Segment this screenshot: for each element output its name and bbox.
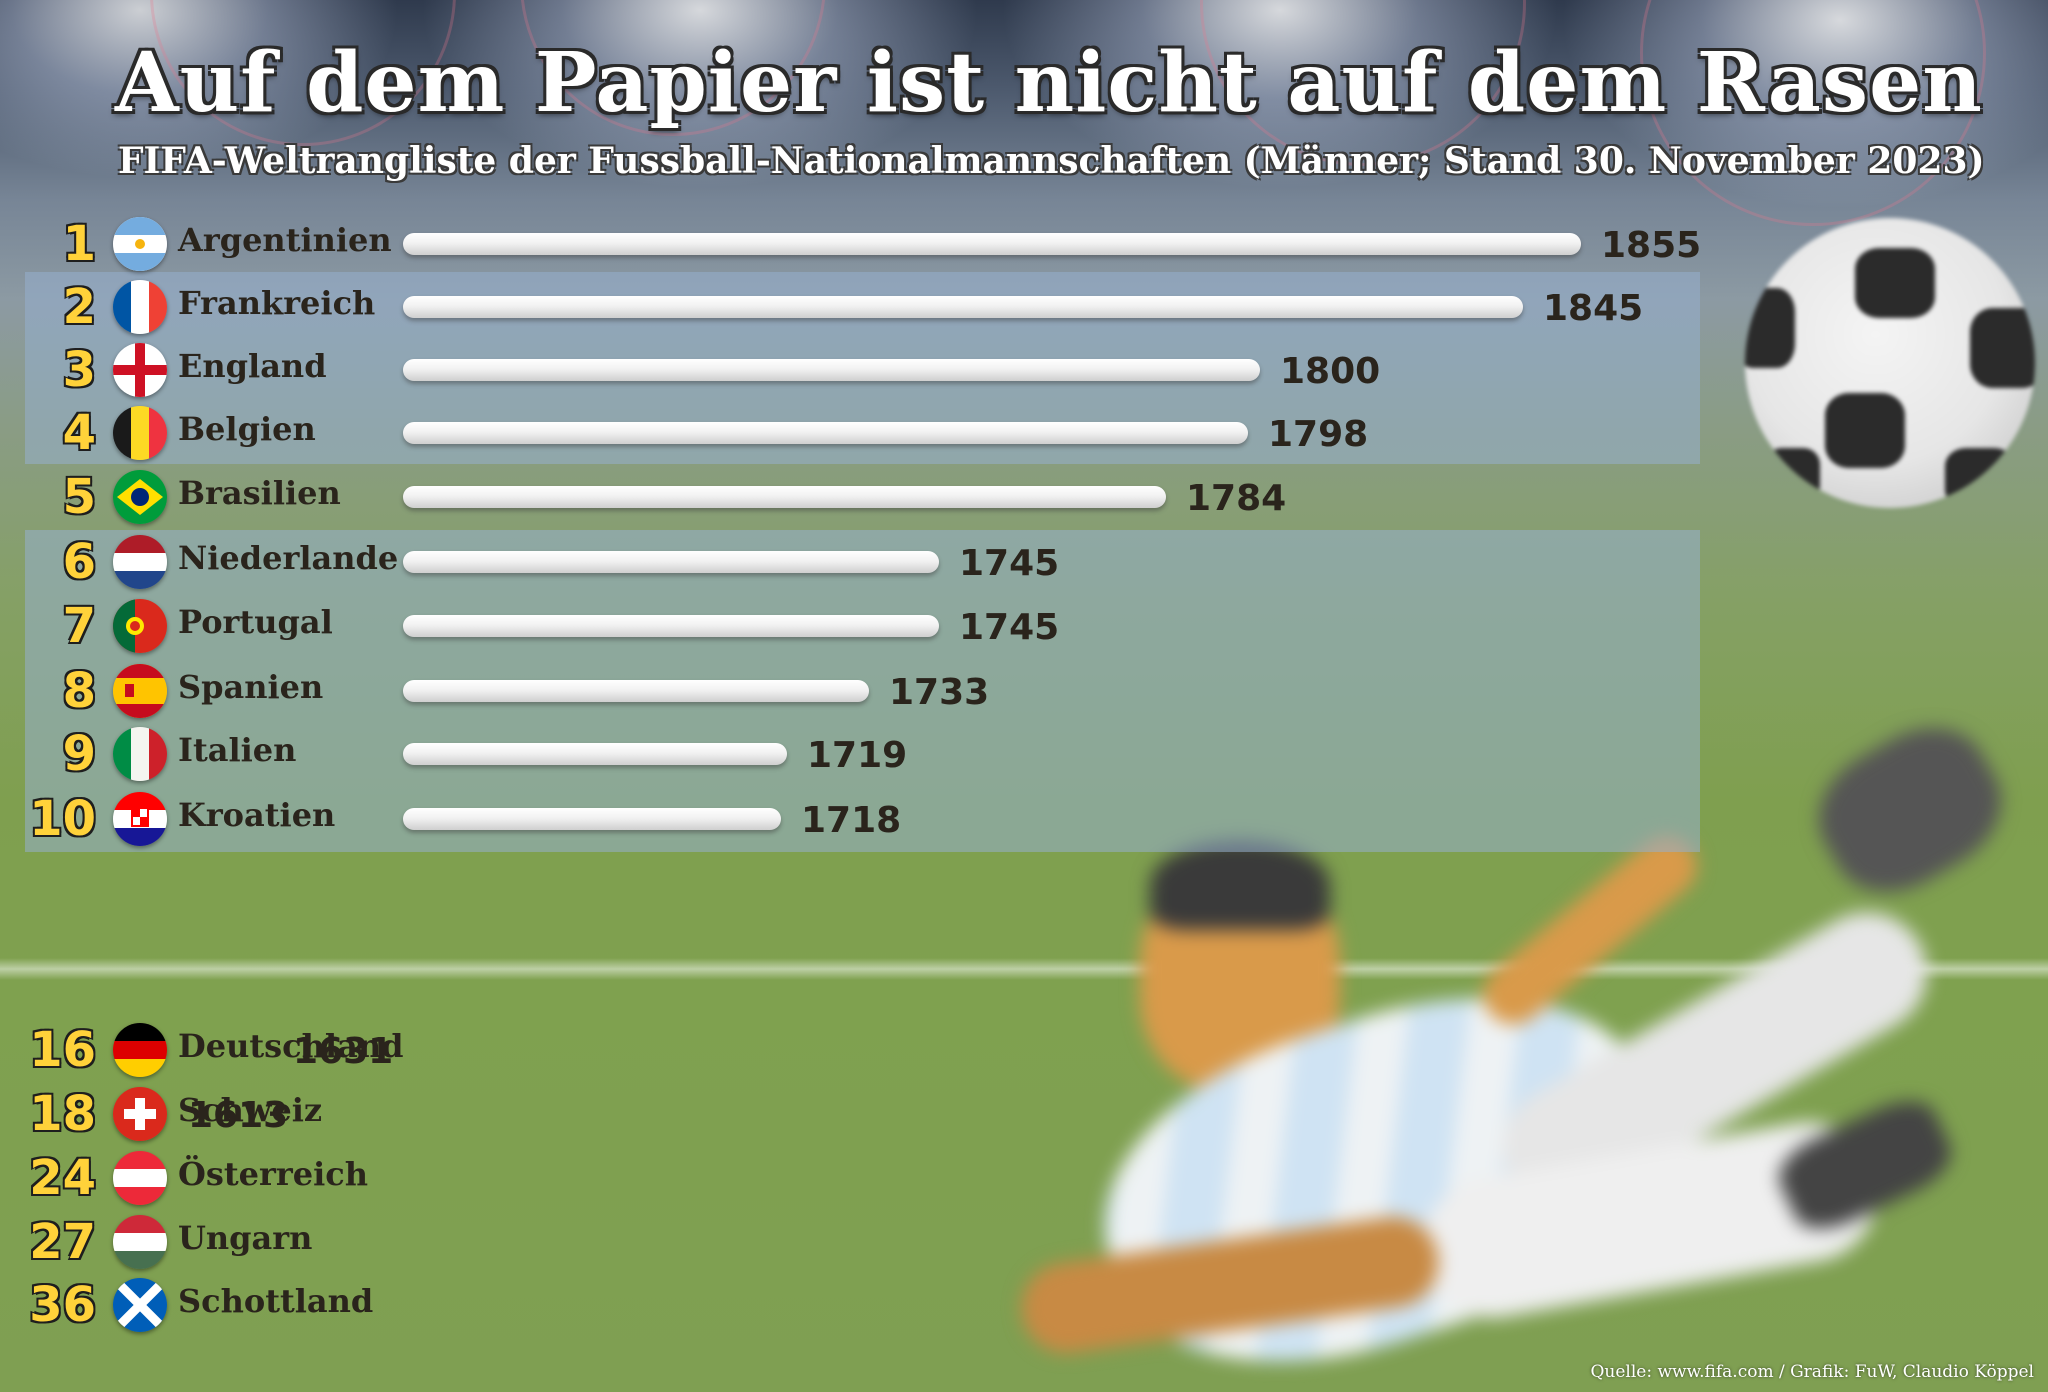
country-label: Deutschland (178, 1027, 404, 1065)
value-label: 1855 (1601, 225, 1702, 266)
flag-england-icon (113, 343, 167, 397)
flag-belgium-icon (113, 406, 167, 460)
rank-label: 8 (62, 663, 96, 719)
country-label: Österreich (178, 1155, 369, 1193)
value-label: 1631 (293, 1031, 394, 1072)
country-label: Argentinien (178, 221, 392, 259)
country-label: Brasilien (178, 474, 341, 512)
country-label: Spanien (178, 668, 324, 706)
value-label: 1733 (889, 672, 990, 713)
bar (403, 359, 1260, 381)
value-label: 1718 (801, 800, 902, 841)
flag-austria-icon (113, 1151, 167, 1205)
bar (403, 486, 1166, 508)
country-label: Portugal (178, 603, 333, 641)
country-label: Belgien (178, 410, 316, 448)
flag-switzerland-icon (113, 1087, 167, 1141)
rank-label: 7 (62, 598, 96, 654)
bar (403, 808, 781, 830)
rank-label: 18 (29, 1086, 96, 1142)
rank-label: 4 (62, 405, 96, 461)
value-label: 1798 (1268, 414, 1369, 455)
chart-title: Auf dem Papier ist nicht auf dem Rasen (115, 35, 1983, 131)
bar (403, 743, 787, 765)
flag-portugal-icon (113, 599, 167, 653)
country-label: Kroatien (178, 796, 336, 834)
value-label: 1719 (807, 735, 908, 776)
flag-italy-icon (113, 727, 167, 781)
country-label: Niederlande (178, 539, 399, 577)
flag-brazil-icon (113, 470, 167, 524)
bar (403, 680, 869, 702)
bar (403, 422, 1248, 444)
bar (403, 296, 1523, 318)
value-label: 1800 (1280, 351, 1381, 392)
player-illustration (1015, 704, 2048, 1392)
country-label: Italien (178, 731, 297, 769)
bar (403, 615, 939, 637)
source-note: Quelle: www.fifa.com / Grafik: FuW, Clau… (1590, 1362, 2034, 1382)
value-label: 1845 (1543, 288, 1644, 329)
flag-france-icon (113, 280, 167, 334)
rank-label: 16 (29, 1022, 96, 1078)
chart-subtitle: FIFA-Weltrangliste der Fussball-National… (118, 140, 1985, 182)
country-label: England (178, 347, 327, 385)
rank-label: 1 (62, 216, 96, 272)
country-label: Schweiz (178, 1091, 323, 1129)
flag-argentina-icon (113, 217, 167, 271)
bar (403, 551, 939, 573)
rank-label: 9 (62, 726, 96, 782)
rank-label: 3 (62, 342, 96, 398)
pitch-line (0, 958, 2048, 980)
country-label: Ungarn (178, 1219, 313, 1257)
rank-label: 24 (29, 1150, 96, 1206)
value-label: 1745 (959, 607, 1060, 648)
soccer-ball-icon (1745, 218, 2035, 508)
flag-germany-icon (113, 1023, 167, 1077)
rank-label: 6 (62, 534, 96, 590)
value-label: 1613 (188, 1095, 289, 1136)
flag-spain-icon (113, 664, 167, 718)
rank-label: 5 (62, 469, 96, 525)
rank-label: 10 (29, 791, 96, 847)
value-label: 1784 (1186, 478, 1287, 519)
flag-scotland-icon (113, 1278, 167, 1332)
country-label: Schottland (178, 1282, 374, 1320)
rank-label: 36 (29, 1277, 96, 1333)
rank-label: 2 (62, 279, 96, 335)
bar (403, 233, 1581, 255)
flag-croatia-icon (113, 792, 167, 846)
value-label: 1745 (959, 543, 1060, 584)
rank-label: 27 (29, 1214, 96, 1270)
country-label: Frankreich (178, 284, 376, 322)
flag-hungary-icon (113, 1215, 167, 1269)
flag-netherlands-icon (113, 535, 167, 589)
